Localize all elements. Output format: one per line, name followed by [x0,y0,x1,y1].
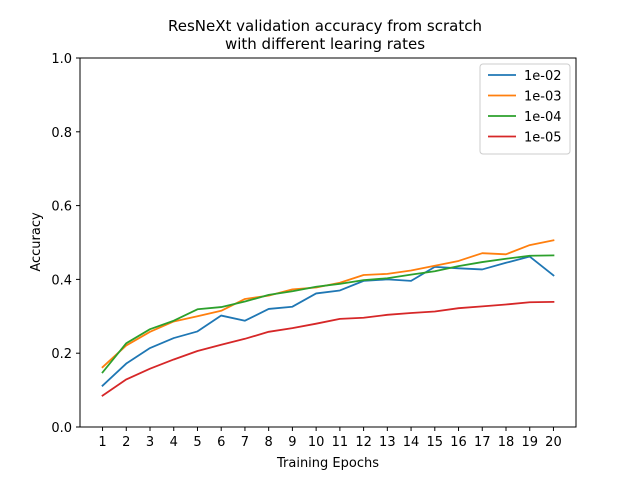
x-tick-label: 9 [288,435,296,450]
x-tick-label: 12 [355,435,372,450]
x-axis-label: Training Epochs [276,456,379,471]
x-tick-label: 2 [122,435,130,450]
x-tick-label: 8 [265,435,273,450]
x-tick-label: 17 [474,435,491,450]
series-lines [101,239,555,397]
axis-ticks: 1 2 3 4 5 6 7 8 9 10 11 12 13 14 15 16 17 18 19 200.00.20.4… [51,52,561,450]
plot-frame [79,57,577,428]
x-tick-label: 20 [545,435,562,450]
series-line-1e-04 [101,254,555,374]
x-tick-label: 15 [427,435,444,450]
series-line-1e-02 [101,255,555,387]
x-tick-label: 11 [332,435,349,450]
x-tick-label: 19 [521,435,538,450]
x-tick-label: 14 [403,435,420,450]
series-line-1e-03 [101,239,555,369]
chart-title-line-1: ResNeXt validation accuracy from scratch [168,17,482,35]
y-tick-label: 0.8 [51,126,72,141]
legend-label: 1e-02 [524,69,562,84]
legend-label: 1e-04 [524,110,562,125]
x-tick-label: 4 [170,435,178,450]
legend-box [479,63,571,155]
x-tick-label: 3 [146,435,154,450]
x-tick-label: 13 [379,435,396,450]
series-line-1e-05 [101,300,555,397]
chart-title-line-2: with different learing rates [225,35,425,53]
y-tick-label: 1.0 [51,52,72,67]
legend-label: 1e-05 [524,131,562,146]
x-tick-label: 10 [308,435,325,450]
y-tick-label: 0.0 [51,421,72,436]
x-tick-label: 1 [98,435,106,450]
y-axis-label: Accuracy [29,212,44,272]
x-tick-label: 7 [241,435,249,450]
x-tick-label: 6 [217,435,225,450]
legend: 1e-02 1e-03 1e-04 1e-05 [479,63,571,155]
y-tick-label: 0.2 [51,347,72,362]
x-tick-label: 18 [498,435,515,450]
x-tick-label: 5 [193,435,201,450]
y-tick-label: 0.6 [51,200,72,215]
y-tick-label: 0.4 [51,273,72,288]
legend-label: 1e-03 [524,90,562,105]
x-tick-label: 16 [450,435,467,450]
